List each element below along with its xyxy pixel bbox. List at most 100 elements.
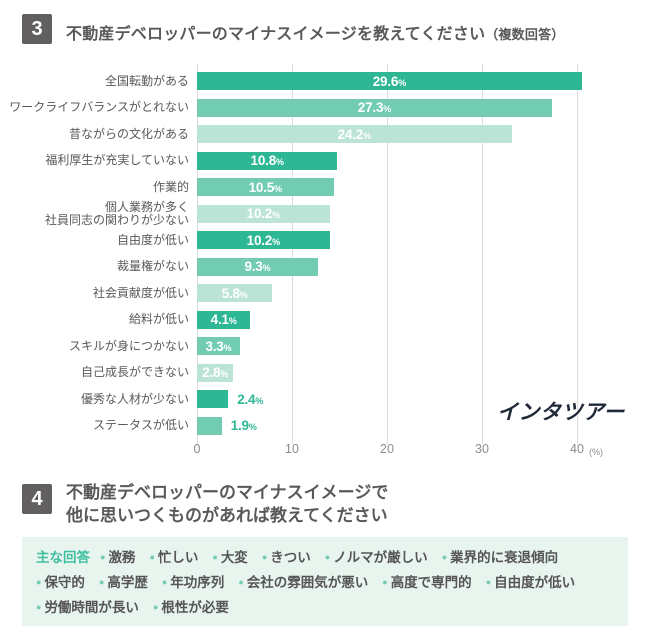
- bar: 5.8%: [197, 284, 273, 303]
- value-label: 29.6%: [372, 73, 407, 89]
- bar-row: ワークライフバランスがとれない 27.3%: [0, 95, 650, 122]
- gridline-30: [482, 64, 483, 444]
- bullet-icon: ●: [149, 552, 155, 562]
- keyword-item: ● 業界的に衰退傾向: [442, 550, 558, 565]
- keyword-item: ● 保守的: [36, 575, 85, 590]
- bar-row: 福利厚生が充実していない 10.8%: [0, 148, 650, 175]
- bar-row: 優秀な人材が少ない 2.4%: [0, 386, 650, 413]
- keyword-item: ● 激務: [100, 550, 135, 565]
- bar-row: 裁量権がない 9.3%: [0, 254, 650, 281]
- bar-row: 個人業務が多く 社員同志の関わりが少ない 10.2%: [0, 199, 650, 228]
- bullet-icon: ●: [324, 552, 331, 562]
- question4-number-badge: 4: [22, 484, 52, 514]
- keyword-item: ● 労働時間が長い: [36, 600, 139, 615]
- bar-row: 作業的 10.5%: [0, 174, 650, 201]
- keyword-item: ● 年功序列: [162, 575, 224, 590]
- value-label: 9.3%: [244, 259, 271, 275]
- category-label: 自由度が低い: [116, 232, 189, 247]
- value-label: 2.8%: [202, 365, 229, 381]
- question3-title: 不動産デベロッパーのマイナスイメージを教えてください（複数回答）: [66, 20, 564, 44]
- keyword-text: 会社の雰囲気が悪い: [246, 575, 369, 590]
- category-label: 福利厚生が充実していない: [45, 153, 189, 168]
- bar-chart-x-axis: 0 10 20 30 40 (%): [0, 442, 650, 462]
- bar: 10.8%: [197, 151, 338, 170]
- value-label: 10.2%: [246, 232, 280, 248]
- value-label: 5.8%: [221, 285, 248, 301]
- category-label: 全国転勤がある: [104, 73, 189, 88]
- bar-row: 給料が低い 4.1%: [0, 307, 650, 334]
- bullet-icon: ●: [36, 602, 42, 612]
- bar: 29.6%: [197, 72, 582, 91]
- keyword-item: ● 大変: [212, 550, 247, 565]
- category-label: 作業的: [152, 179, 189, 194]
- keyword-text: 年功序列: [170, 575, 225, 590]
- keyword-item: ● 自由度が低い: [486, 575, 575, 590]
- category-label: 裁量権がない: [116, 259, 189, 274]
- bullet-icon: ●: [98, 577, 105, 587]
- bar: 2.8%: [197, 363, 234, 382]
- value-label: 10.2%: [246, 206, 280, 222]
- value-label: 27.3%: [357, 100, 392, 116]
- keyword-item: ● ノルマが厳しい: [325, 550, 428, 565]
- category-label: 個人業務が多く 社員同志の関わりが少ない: [44, 199, 189, 227]
- bar-chart: 全国転勤がある 29.6% ワークライフバランスがとれない 27.3% 昔ながらの文化が…: [0, 60, 650, 465]
- bar: [197, 390, 229, 409]
- x-axis-tick: 10: [285, 442, 299, 456]
- category-label: 給料が低い: [128, 312, 189, 327]
- keyword-text: 高度で専門的: [390, 575, 472, 590]
- bar-row: 自己成長ができない 2.8%: [0, 360, 650, 387]
- keyword-item: ● 忙しい: [149, 550, 198, 565]
- value-label: 10.5%: [248, 179, 282, 195]
- keyword-item: ● 高度で専門的: [382, 575, 471, 590]
- value-label: 2.4%: [237, 391, 264, 407]
- gridline-10: [292, 64, 293, 444]
- keyword-text: 忙しい: [157, 550, 199, 565]
- bullet-icon: ●: [261, 552, 268, 562]
- bar-row: 自由度が低い 10.2%: [0, 227, 650, 254]
- bullet-icon: ●: [161, 577, 168, 587]
- keyword-item: ● きつい: [262, 550, 311, 565]
- question4-title: 不動産デベロッパーのマイナスイメージで 他に思いつくものがあれば教えてください: [66, 481, 388, 527]
- bar: 4.1%: [197, 310, 251, 329]
- value-label: 10.8%: [250, 153, 284, 169]
- category-label: 自己成長ができない: [80, 365, 189, 380]
- bar: 10.5%: [197, 178, 334, 197]
- keyword-text: ノルマが厳しい: [333, 550, 428, 565]
- bar: [197, 416, 222, 435]
- x-axis-tick: 20: [380, 442, 394, 456]
- x-axis-tick: 30: [475, 442, 489, 456]
- bar: 3.3%: [197, 337, 240, 356]
- x-axis-tick: 40: [570, 442, 584, 456]
- keyword-text: 自由度が低い: [494, 575, 576, 590]
- gridline-0: [197, 64, 198, 444]
- free-answers-label: 主な回答: [36, 550, 90, 565]
- bullet-icon: ●: [238, 577, 244, 587]
- question4-title-line1: 不動産デベロッパーのマイナスイメージで: [66, 483, 389, 502]
- bullet-icon: ●: [441, 552, 448, 562]
- value-label: 1.9%: [230, 418, 257, 434]
- bullet-icon: ●: [485, 577, 492, 587]
- keyword-text: 労働時間が長い: [44, 600, 139, 615]
- value-label: 3.3%: [205, 338, 232, 354]
- keyword-text: 大変: [220, 550, 248, 565]
- bar-row: ステータスが低い 1.9%: [0, 413, 650, 440]
- keyword-text: きつい: [270, 550, 311, 565]
- bar: 9.3%: [197, 257, 318, 276]
- free-answers-box: 主な回答 ● 激務 ● 忙しい ● 大変 ● きつい ● ノルマが厳しい ● 業界的に衰退傾向 ● 保守的 ●…: [22, 537, 628, 626]
- bar: 10.2%: [197, 204, 330, 223]
- category-label: ステータスが低い: [92, 418, 189, 433]
- question3-title-suffix: （複数回答）: [485, 27, 565, 42]
- bullet-icon: ●: [100, 552, 106, 562]
- bullet-icon: ●: [382, 577, 388, 587]
- keyword-text: 高学歴: [107, 575, 148, 590]
- keyword-text: 激務: [108, 550, 136, 565]
- bar-row: 社会貢献度が低い 5.8%: [0, 280, 650, 307]
- keyword-text: 保守的: [44, 575, 85, 590]
- x-axis-tick: 0: [193, 442, 201, 456]
- value-label: 4.1%: [210, 312, 237, 328]
- keyword-text: 業界的に衰退傾向: [450, 550, 559, 565]
- category-label: 社会貢献度が低い: [92, 285, 189, 300]
- keyword-item: ● 根性が必要: [153, 600, 229, 615]
- category-label: 昔ながらの文化がある: [68, 126, 189, 141]
